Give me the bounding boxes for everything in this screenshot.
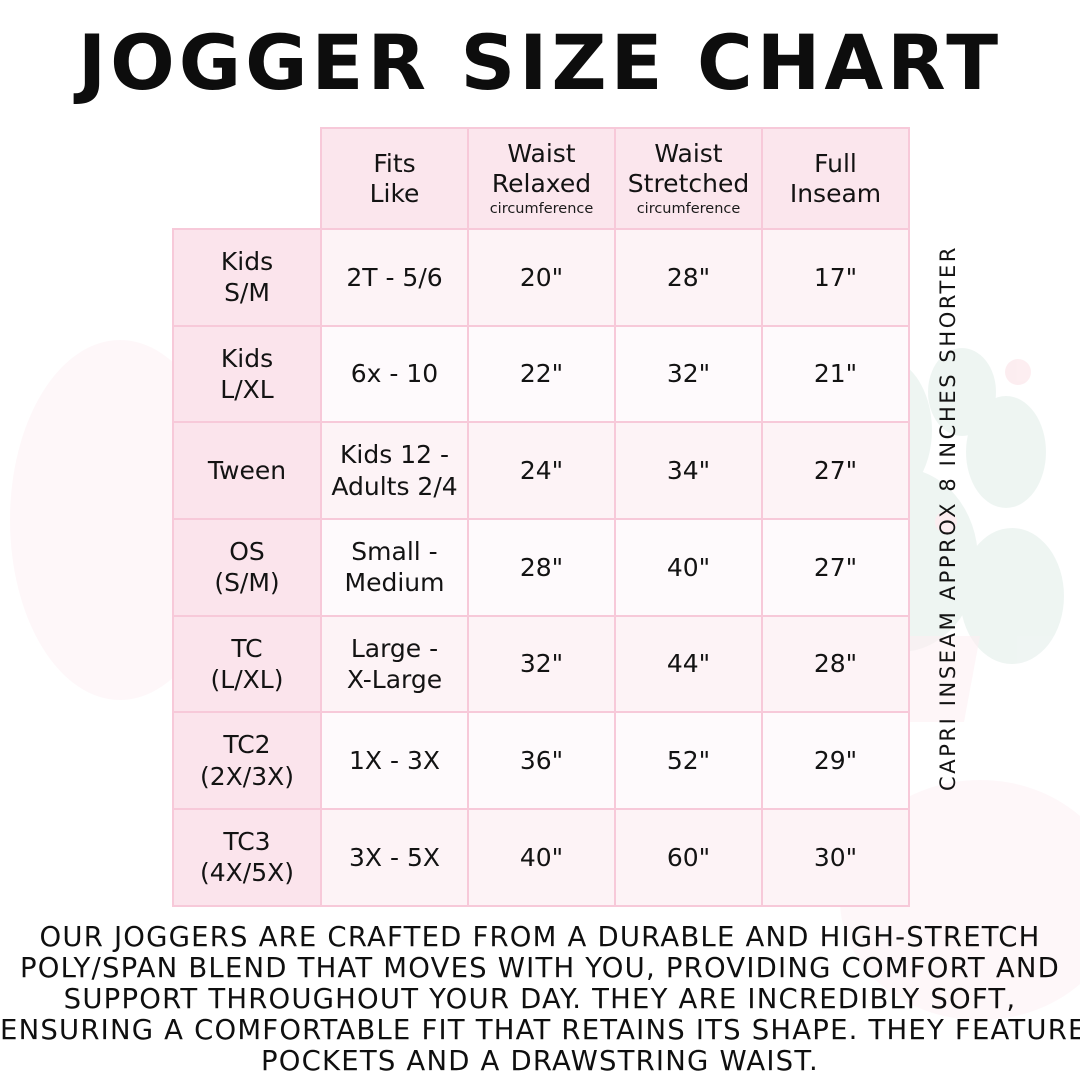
table-row: TC (L/XL) Large - X-Large 32" 44" 28" bbox=[172, 614, 910, 714]
header-subtitle: circumference bbox=[636, 201, 741, 218]
fits-like-cell: Kids 12 - Adults 2/4 bbox=[320, 421, 469, 521]
full-inseam-cell: 21" bbox=[761, 324, 910, 424]
waist-stretched-cell: 40" bbox=[614, 518, 763, 617]
size-line-2: S/M bbox=[224, 278, 270, 308]
waist-relaxed-cell: 22" bbox=[467, 324, 616, 424]
footer-description: OUR JOGGERS ARE CRAFTED FROM A DURABLE A… bbox=[0, 922, 1080, 1077]
size-line-1: TC3 bbox=[223, 826, 271, 856]
fits-like-cell: Small - Medium bbox=[320, 518, 469, 617]
column-header-waist-stretched: Waist Stretched circumference bbox=[614, 127, 763, 230]
size-line-1: TC bbox=[231, 633, 263, 663]
size-cell: OS (S/M) bbox=[172, 518, 322, 617]
waist-relaxed-cell: 24" bbox=[467, 421, 616, 521]
header-subtitle: circumference bbox=[489, 201, 594, 218]
header-line-1: Waist bbox=[507, 139, 576, 169]
corner-cell bbox=[173, 128, 321, 229]
table-body: Kids S/M 2T - 5/6 20" 28" 17" Kids L/XL … bbox=[172, 228, 910, 907]
fits-line-2: X-Large bbox=[346, 665, 443, 695]
waist-stretched-cell: 60" bbox=[614, 808, 763, 907]
full-inseam-cell: 27" bbox=[761, 518, 910, 617]
header-line-1: Waist bbox=[654, 139, 723, 169]
waist-relaxed-cell: 28" bbox=[467, 518, 616, 617]
header-line-2: Inseam bbox=[789, 178, 882, 208]
column-header-waist-relaxed: Waist Relaxed circumference bbox=[467, 127, 616, 230]
waist-stretched-cell: 52" bbox=[614, 711, 763, 811]
size-cell: TC3 (4X/5X) bbox=[172, 808, 322, 907]
fits-line-1: 3X - 5X bbox=[349, 842, 440, 872]
header-line-2: Like bbox=[369, 178, 420, 208]
footer-line: POLY/SPAN BLEND THAT MOVES WITH YOU, PRO… bbox=[20, 952, 1060, 984]
table-row: Kids L/XL 6x - 10 22" 32" 21" bbox=[172, 324, 910, 424]
size-line-2: (S/M) bbox=[214, 568, 280, 598]
fits-line-2: Adults 2/4 bbox=[331, 471, 458, 501]
table-row: Kids S/M 2T - 5/6 20" 28" 17" bbox=[172, 228, 910, 327]
table-row: TC2 (2X/3X) 1X - 3X 36" 52" 29" bbox=[172, 711, 910, 811]
page-title: JOGGER SIZE CHART bbox=[77, 18, 1003, 107]
fits-line-1: Small - bbox=[351, 536, 438, 566]
full-inseam-cell: 17" bbox=[761, 228, 910, 327]
footer-line: POCKETS AND A DRAWSTRING WAIST. bbox=[261, 1045, 819, 1077]
full-inseam-cell: 30" bbox=[761, 808, 910, 907]
capri-inseam-note-text: CAPRI INSEAM APPROX 8 INCHES SHORTER bbox=[936, 244, 961, 792]
size-line-1: Tween bbox=[207, 455, 287, 485]
fits-line-1: Kids 12 - bbox=[340, 440, 449, 470]
size-cell: TC2 (2X/3X) bbox=[172, 711, 322, 811]
fits-like-cell: 2T - 5/6 bbox=[320, 228, 469, 327]
size-cell: Kids S/M bbox=[172, 228, 322, 327]
table-row: OS (S/M) Small - Medium 28" 40" 27" bbox=[172, 518, 910, 617]
size-line-1: TC2 bbox=[223, 730, 271, 760]
header-row: Fits Like Waist Relaxed circumference Wa… bbox=[173, 127, 910, 230]
waist-relaxed-cell: 40" bbox=[467, 808, 616, 907]
header-line-2: Relaxed bbox=[491, 169, 592, 199]
size-line-2: L/XL bbox=[220, 375, 274, 405]
header-line-1: Fits bbox=[373, 148, 416, 178]
size-line-1: Kids bbox=[220, 246, 274, 276]
waist-stretched-cell: 34" bbox=[614, 421, 763, 521]
size-line-1: Kids bbox=[220, 343, 274, 373]
size-cell: TC (L/XL) bbox=[172, 614, 322, 714]
capri-inseam-note: CAPRI INSEAM APPROX 8 INCHES SHORTER bbox=[916, 228, 980, 808]
column-header-full-inseam: Full Inseam bbox=[761, 127, 910, 230]
waist-stretched-cell: 28" bbox=[614, 228, 763, 327]
fits-line-1: 1X - 3X bbox=[349, 746, 440, 776]
size-line-2: (L/XL) bbox=[210, 665, 284, 695]
fits-like-cell: 6x - 10 bbox=[320, 324, 469, 424]
fits-like-cell: 3X - 5X bbox=[320, 808, 469, 907]
footer-line: OUR JOGGERS ARE CRAFTED FROM A DURABLE A… bbox=[39, 921, 1041, 953]
full-inseam-cell: 27" bbox=[761, 421, 910, 521]
size-line-2: (4X/5X) bbox=[200, 858, 294, 888]
table-row: TC3 (4X/5X) 3X - 5X 40" 60" 30" bbox=[172, 808, 910, 907]
waist-relaxed-cell: 36" bbox=[467, 711, 616, 811]
header-line-1: Full bbox=[814, 148, 857, 178]
waist-stretched-cell: 44" bbox=[614, 614, 763, 714]
size-cell: Kids L/XL bbox=[172, 324, 322, 424]
size-line-1: OS bbox=[229, 536, 265, 566]
full-inseam-cell: 28" bbox=[761, 614, 910, 714]
size-cell: Tween bbox=[172, 421, 322, 521]
footer-line: SUPPORT THROUGHOUT YOUR DAY. THEY ARE IN… bbox=[63, 983, 1017, 1015]
column-header-fits-like: Fits Like bbox=[320, 127, 469, 230]
full-inseam-cell: 29" bbox=[761, 711, 910, 811]
fits-line-1: 6x - 10 bbox=[350, 359, 439, 389]
fits-line-1: 2T - 5/6 bbox=[346, 262, 443, 292]
waist-relaxed-cell: 20" bbox=[467, 228, 616, 327]
size-line-2: (2X/3X) bbox=[200, 761, 294, 791]
waist-relaxed-cell: 32" bbox=[467, 614, 616, 714]
header-line-2: Stretched bbox=[627, 169, 750, 199]
size-chart-table: Fits Like Waist Relaxed circumference Wa… bbox=[172, 127, 910, 907]
waist-stretched-cell: 32" bbox=[614, 324, 763, 424]
fits-line-2: Medium bbox=[344, 568, 445, 598]
footer-line: ENSURING A COMFORTABLE FIT THAT RETAINS … bbox=[0, 1014, 1080, 1046]
fits-line-1: Large - bbox=[350, 633, 439, 663]
table-header: Fits Like Waist Relaxed circumference Wa… bbox=[173, 127, 910, 230]
table-row: Tween Kids 12 - Adults 2/4 24" 34" 27" bbox=[172, 421, 910, 521]
fits-like-cell: Large - X-Large bbox=[320, 614, 469, 714]
fits-like-cell: 1X - 3X bbox=[320, 711, 469, 811]
